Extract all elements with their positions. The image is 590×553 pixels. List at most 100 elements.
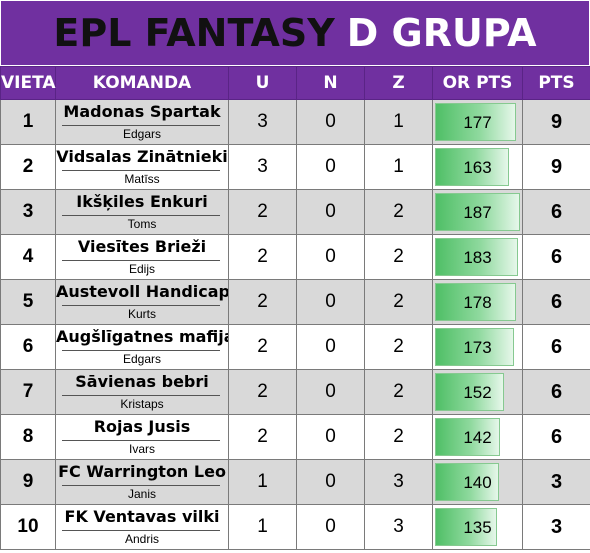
team-cell: Austevoll Handicaper Kurts [55, 279, 229, 325]
team-divider [62, 215, 220, 216]
or-pts-cell: 187 [432, 189, 523, 235]
team-divider [62, 530, 220, 531]
table-row: 10 FK Ventavas vilki Andris 1 0 3 135 3 [0, 504, 590, 550]
table-row: 3 Ikšķiles Enkuri Toms 2 0 2 187 6 [0, 189, 590, 235]
points-cell: 6 [522, 369, 590, 415]
losses-cell: 2 [364, 414, 433, 460]
or-pts-cell: 173 [432, 324, 523, 370]
losses-cell: 1 [364, 99, 433, 145]
manager-name: Edgars [122, 127, 162, 141]
manager-name: Janis [127, 487, 156, 501]
rank-cell: 6 [0, 324, 56, 370]
table-row: 6 Augšlīgatnes mafija Edgars 2 0 2 173 6 [0, 324, 590, 370]
wins-cell: 2 [228, 414, 297, 460]
team-name: Viesītes Brieži [77, 237, 207, 256]
draws-cell: 0 [296, 369, 365, 415]
manager-name: Kurts [127, 307, 156, 321]
team-name: FC Warrington Leo [58, 462, 226, 481]
team-name: Ikšķiles Enkuri [76, 192, 208, 211]
or-pts-cell: 178 [432, 279, 523, 325]
manager-name: Ivars [128, 442, 155, 456]
or-pts-bar [435, 373, 504, 411]
or-pts-cell: 177 [432, 99, 523, 145]
draws-cell: 0 [296, 414, 365, 460]
team-cell: FC Warrington Leo Janis [55, 459, 229, 505]
or-pts-cell: 152 [432, 369, 523, 415]
table-row: 4 Viesītes Brieži Edijs 2 0 2 183 6 [0, 234, 590, 280]
manager-name: Kristaps [120, 397, 164, 411]
team-divider [62, 395, 220, 396]
team-name: Austevoll Handicaper [56, 282, 228, 301]
or-pts-value: 142 [463, 427, 492, 447]
or-pts-cell: 140 [432, 459, 523, 505]
manager-name: Edgars [122, 352, 162, 366]
wins-cell: 2 [228, 279, 297, 325]
losses-cell: 3 [364, 459, 433, 505]
team-cell: Sāvienas bebri Kristaps [55, 369, 229, 415]
or-pts-cell: 163 [432, 144, 523, 190]
team-divider [62, 305, 220, 306]
col-header-z: Z [364, 66, 433, 100]
or-pts-value: 152 [463, 382, 492, 402]
team-name: Vidsalas Zinātnieki [56, 147, 228, 166]
wins-cell: 1 [228, 504, 297, 550]
losses-cell: 3 [364, 504, 433, 550]
points-cell: 3 [522, 504, 590, 550]
rank-cell: 8 [0, 414, 56, 460]
or-pts-bar [435, 463, 499, 501]
wins-cell: 2 [228, 234, 297, 280]
or-pts-value: 163 [463, 157, 492, 177]
draws-cell: 0 [296, 279, 365, 325]
team-divider [62, 485, 220, 486]
or-pts-bar [435, 508, 497, 546]
team-name: Augšlīgatnes mafija [56, 327, 228, 346]
draws-cell: 0 [296, 189, 365, 235]
wins-cell: 2 [228, 369, 297, 415]
team-cell: Madonas Spartak Edgars [55, 99, 229, 145]
draws-cell: 0 [296, 504, 365, 550]
table-row: 9 FC Warrington Leo Janis 1 0 3 140 3 [0, 459, 590, 505]
title-bar: EPL FANTASY D GRUPA [1, 1, 589, 65]
rank-cell: 2 [0, 144, 56, 190]
col-header-or-pts: OR PTS [432, 66, 523, 100]
rank-cell: 4 [0, 234, 56, 280]
draws-cell: 0 [296, 324, 365, 370]
points-cell: 6 [522, 189, 590, 235]
losses-cell: 1 [364, 144, 433, 190]
losses-cell: 2 [364, 279, 433, 325]
points-cell: 6 [522, 234, 590, 280]
manager-name: Andris [124, 532, 159, 546]
rank-cell: 9 [0, 459, 56, 505]
team-divider [62, 260, 220, 261]
col-header-pts: PTS [522, 66, 590, 100]
team-divider [62, 125, 220, 126]
wins-cell: 3 [228, 144, 297, 190]
team-name: Sāvienas bebri [75, 372, 209, 391]
team-divider [62, 350, 220, 351]
wins-cell: 1 [228, 459, 297, 505]
points-cell: 3 [522, 459, 590, 505]
rank-cell: 5 [0, 279, 56, 325]
header-row: VIETA KOMANDA U N Z OR PTS PTS [0, 66, 590, 100]
team-cell: Vidsalas Zinātnieki Matīss [55, 144, 229, 190]
points-cell: 6 [522, 414, 590, 460]
team-cell: Augšlīgatnes mafija Edgars [55, 324, 229, 370]
standings-table: VIETA KOMANDA U N Z OR PTS PTS 1 Madonas… [0, 66, 590, 550]
team-cell: Ikšķiles Enkuri Toms [55, 189, 229, 235]
title-main: EPL FANTASY [53, 11, 335, 55]
rank-cell: 7 [0, 369, 56, 415]
or-pts-value: 183 [463, 247, 492, 267]
wins-cell: 2 [228, 324, 297, 370]
or-pts-cell: 135 [432, 504, 523, 550]
or-pts-value: 140 [463, 472, 492, 492]
team-cell: FK Ventavas vilki Andris [55, 504, 229, 550]
or-pts-value: 135 [463, 517, 492, 537]
team-cell: Viesītes Brieži Edijs [55, 234, 229, 280]
rank-cell: 3 [0, 189, 56, 235]
manager-name: Matīss [124, 172, 160, 186]
losses-cell: 2 [364, 369, 433, 415]
table-row: 1 Madonas Spartak Edgars 3 0 1 177 9 [0, 99, 590, 145]
losses-cell: 2 [364, 234, 433, 280]
draws-cell: 0 [296, 459, 365, 505]
wins-cell: 2 [228, 189, 297, 235]
